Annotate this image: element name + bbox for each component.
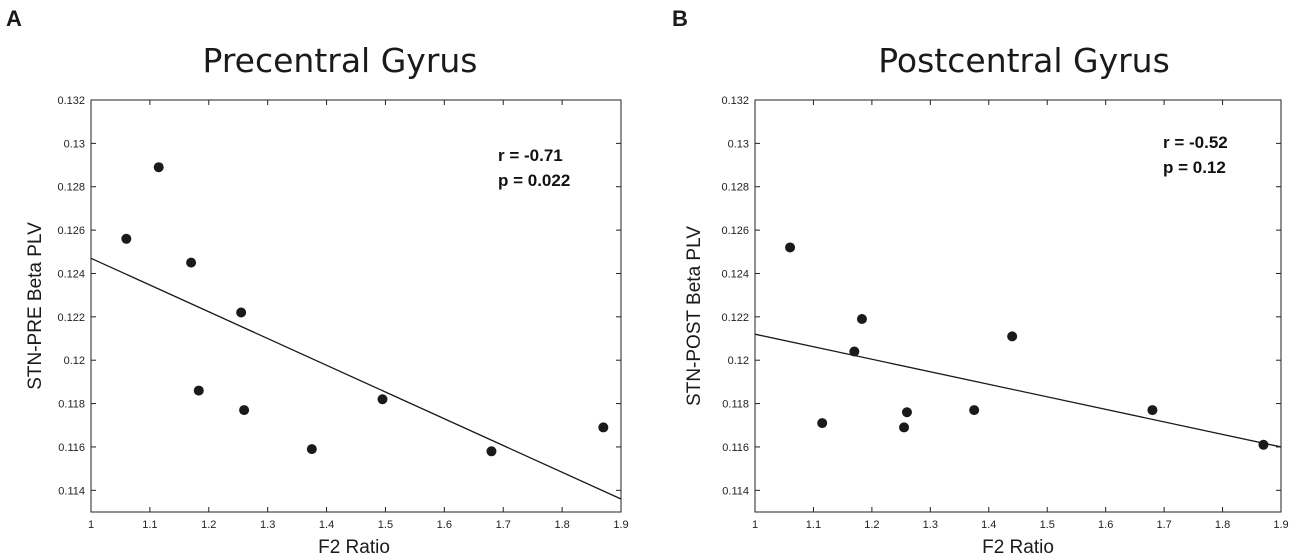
panel-letter-a: A: [6, 6, 22, 31]
plot-frame-a: [90, 99, 622, 513]
data-point: [1007, 331, 1018, 342]
x-tick-label: 1: [752, 519, 758, 531]
x-tick-label: 1.8: [554, 519, 569, 531]
data-point: [901, 407, 912, 418]
y-tick-label: 0.126: [57, 225, 85, 237]
x-tick-label: 1.2: [201, 519, 216, 531]
y-tick-label: 0.118: [58, 399, 85, 411]
y-tick-label: 0.114: [58, 485, 85, 497]
y-tick-label: 0.122: [57, 312, 85, 324]
y-tick-label: 0.126: [721, 225, 749, 237]
x-tick-label: 1.9: [613, 519, 628, 531]
y-tick-label: 0.132: [57, 95, 85, 107]
data-point: [856, 314, 867, 325]
x-tick-label: 1.4: [981, 519, 996, 531]
stat-r-b: r = -0.52: [1163, 133, 1228, 152]
x-tick-label: 1.8: [1215, 519, 1230, 531]
x-tick-label: 1.6: [1098, 519, 1113, 531]
y-tick-label: 0.124: [721, 268, 749, 280]
data-point: [1258, 439, 1269, 450]
panel-letter-b: B: [672, 6, 688, 31]
x-tick-label: 1.4: [319, 519, 334, 531]
data-point: [598, 422, 609, 433]
y-axis-label-b: STN-POST Beta PLV: [684, 226, 705, 406]
y-tick-label: 0.118: [722, 399, 749, 411]
panel-b: B Postcentral Gyrus r = -0.52 p = 0.12 F…: [672, 6, 1289, 558]
x-tick-label: 1.7: [496, 519, 511, 531]
x-tick-label: 1.3: [260, 519, 275, 531]
data-point: [186, 257, 197, 268]
x-tick-label: 1.1: [806, 519, 821, 531]
x-tick-label: 1.6: [437, 519, 452, 531]
x-tick-label: 1: [88, 519, 94, 531]
y-tick-label: 0.13: [64, 138, 85, 150]
y-tick-label: 0.12: [728, 355, 749, 367]
data-point: [193, 385, 204, 396]
data-point: [306, 444, 317, 455]
stat-p-a: p = 0.022: [498, 171, 570, 190]
data-point: [1147, 405, 1158, 416]
y-tick-label: 0.12: [64, 355, 85, 367]
chart-title-a: Precentral Gyrus: [203, 41, 478, 80]
regression-line-a: [90, 257, 622, 500]
stat-r-a: r = -0.71: [498, 146, 563, 165]
stat-p-b: p = 0.12: [1163, 158, 1226, 177]
data-point: [153, 162, 164, 173]
y-tick-label: 0.124: [57, 268, 85, 280]
data-point: [239, 405, 250, 416]
x-tick-label: 1.9: [1273, 519, 1288, 531]
data-point: [969, 405, 980, 416]
regression-line-b: [754, 333, 1282, 448]
panel-a: A Precentral Gyrus r = -0.71 p = 0.022 F…: [6, 6, 629, 558]
y-tick-label: 0.116: [58, 442, 85, 454]
data-point: [899, 422, 910, 433]
x-tick-label: 1.2: [864, 519, 879, 531]
data-point: [486, 446, 497, 457]
x-tick-label: 1.7: [1156, 519, 1171, 531]
y-tick-label: 0.114: [722, 485, 749, 497]
data-point: [785, 242, 796, 253]
data-point: [236, 307, 247, 318]
y-tick-label: 0.122: [721, 312, 749, 324]
data-point: [121, 233, 132, 244]
data-point: [817, 418, 828, 429]
x-tick-label: 1.3: [923, 519, 938, 531]
y-tick-label: 0.116: [722, 442, 749, 454]
data-point: [849, 346, 860, 357]
y-tick-label: 0.128: [721, 182, 749, 194]
chart-title-b: Postcentral Gyrus: [878, 41, 1170, 80]
y-tick-label: 0.132: [721, 95, 749, 107]
x-tick-label: 1.5: [1040, 519, 1055, 531]
x-axis-label-a: F2 Ratio: [318, 537, 390, 558]
plot-frame-b: [754, 99, 1282, 513]
y-tick-label: 0.128: [57, 182, 85, 194]
x-axis-label-b: F2 Ratio: [982, 537, 1054, 558]
x-tick-label: 1.1: [142, 519, 157, 531]
y-tick-label: 0.13: [728, 138, 749, 150]
data-point: [377, 394, 388, 405]
x-tick-label: 1.5: [378, 519, 393, 531]
y-axis-label-a: STN-PRE Beta PLV: [25, 222, 46, 390]
